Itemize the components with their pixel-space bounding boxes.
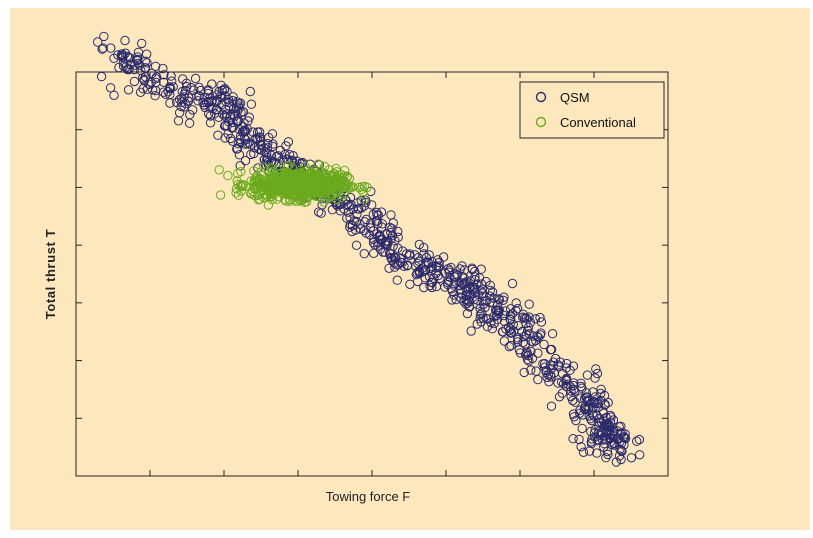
- qsm-point: [121, 36, 129, 44]
- scatter-chart: QSM Conventional Towing force F Total th…: [10, 8, 810, 530]
- y-axis-label: Total thrust T: [43, 229, 58, 319]
- legend-label-qsm: QSM: [560, 90, 590, 105]
- legend-label-conventional: Conventional: [560, 115, 636, 130]
- x-axis-label: Towing force F: [326, 489, 411, 504]
- qsm-point: [138, 39, 146, 47]
- legend: QSM Conventional: [520, 82, 664, 138]
- qsm-point: [100, 32, 108, 40]
- figure-frame: QSM Conventional Towing force F Total th…: [10, 8, 810, 530]
